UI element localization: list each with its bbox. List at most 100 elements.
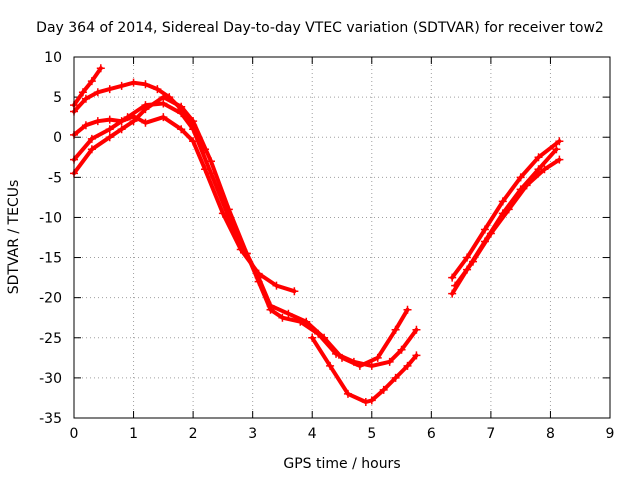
- y-tick-label: -5: [48, 170, 62, 186]
- data-point-marker: [367, 396, 376, 405]
- data-point-marker: [141, 105, 150, 114]
- data-point-marker: [385, 357, 394, 366]
- data-point-marker: [105, 125, 114, 134]
- data-point-marker: [242, 249, 251, 258]
- data-point-marker: [403, 361, 412, 370]
- data-point-marker: [93, 88, 102, 97]
- data-point-marker: [123, 113, 132, 122]
- data-point-marker: [516, 173, 525, 182]
- y-tick-label: -25: [39, 331, 62, 347]
- data-point-marker: [534, 153, 543, 162]
- data-point-marker: [326, 361, 335, 370]
- data-point-marker: [412, 325, 421, 334]
- data-point-marker: [391, 325, 400, 334]
- data-point-marker: [87, 134, 96, 143]
- data-point-marker: [480, 225, 489, 234]
- data-point-marker: [448, 289, 457, 298]
- data-point-marker: [284, 309, 293, 318]
- data-point-marker: [159, 93, 168, 102]
- data-point-marker: [308, 333, 317, 342]
- data-point-marker: [314, 329, 323, 338]
- data-point-marker: [332, 349, 341, 358]
- data-point-marker: [349, 357, 358, 366]
- data-point-marker: [141, 118, 150, 127]
- data-point-marker: [129, 78, 138, 87]
- data-point-marker: [397, 345, 406, 354]
- series-line-segment-5: [72, 95, 419, 368]
- x-tick-label: 9: [606, 426, 615, 442]
- data-point-marker: [343, 389, 352, 398]
- data-point-marker: [117, 81, 126, 90]
- x-tick-label: 3: [248, 426, 257, 442]
- y-tick-label: -20: [39, 291, 62, 307]
- data-point-marker: [78, 88, 87, 97]
- data-point-marker: [266, 305, 275, 314]
- data-point-marker: [412, 351, 421, 360]
- x-tick-label: 1: [129, 426, 138, 442]
- data-point-marker: [469, 257, 478, 266]
- data-point-marker: [522, 181, 531, 190]
- data-point-marker: [379, 385, 388, 394]
- data-point-marker: [361, 397, 370, 406]
- y-tick-label: -30: [39, 371, 62, 387]
- data-point-marker: [498, 197, 507, 206]
- series-line-segment-3: [72, 114, 297, 294]
- data-point-marker: [105, 85, 114, 94]
- data-point-marker: [105, 133, 114, 142]
- data-point-marker: [540, 165, 549, 174]
- data-point-marker: [552, 145, 561, 154]
- data-point-marker: [87, 77, 96, 86]
- x-tick-label: 5: [367, 426, 376, 442]
- data-point-marker: [463, 253, 472, 262]
- data-point-marker: [254, 277, 263, 286]
- x-tick-label: 2: [189, 426, 198, 442]
- data-point-marker: [367, 361, 376, 370]
- y-tick-label: 0: [53, 130, 62, 146]
- data-point-marker: [403, 305, 412, 314]
- x-tick-label: 0: [70, 426, 79, 442]
- data-point-marker: [117, 125, 126, 134]
- data-point-marker: [486, 229, 495, 238]
- data-point-marker: [224, 205, 233, 214]
- data-point-marker: [555, 137, 564, 146]
- data-point-marker: [93, 117, 102, 126]
- x-tick-label: 4: [308, 426, 317, 442]
- data-point-marker: [81, 121, 90, 130]
- data-point-marker: [272, 281, 281, 290]
- data-point-marker: [141, 80, 150, 89]
- data-point-marker: [373, 353, 382, 362]
- y-tick-label: -10: [39, 210, 62, 226]
- data-point-marker: [555, 155, 564, 164]
- data-point-marker: [189, 137, 198, 146]
- data-point-marker: [129, 117, 138, 126]
- data-point-marker: [278, 313, 287, 322]
- data-point-marker: [177, 102, 186, 111]
- data-point-marker: [189, 117, 198, 126]
- data-point-marker: [105, 115, 114, 124]
- data-point-marker: [159, 113, 168, 122]
- data-point-marker: [448, 273, 457, 282]
- y-axis-label: SDTVAR / TECUs: [6, 179, 22, 295]
- data-point-marker: [177, 125, 186, 134]
- chart-title: Day 364 of 2014, Sidereal Day-to-day VTE…: [36, 20, 604, 36]
- data-point-marker: [96, 64, 105, 73]
- data-point-marker: [451, 281, 460, 290]
- data-point-marker: [504, 205, 513, 214]
- data-point-marker: [391, 373, 400, 382]
- series-line-segment-1: [72, 66, 103, 108]
- y-tick-label: -35: [39, 411, 62, 427]
- data-point-marker: [296, 317, 305, 326]
- plot-frame: [73, 56, 611, 419]
- x-tick-label: 6: [427, 426, 436, 442]
- x-tick-label: 7: [486, 426, 495, 442]
- data-point-marker: [290, 287, 299, 296]
- data-point-marker: [153, 85, 162, 94]
- x-tick-label: 8: [546, 426, 555, 442]
- y-tick-label: -15: [39, 251, 62, 267]
- x-axis-label: GPS time / hours: [283, 456, 401, 472]
- data-point-marker: [87, 145, 96, 154]
- data-point-marker: [206, 157, 215, 166]
- y-tick-label: 5: [53, 90, 62, 106]
- y-tick-label: 10: [44, 50, 62, 66]
